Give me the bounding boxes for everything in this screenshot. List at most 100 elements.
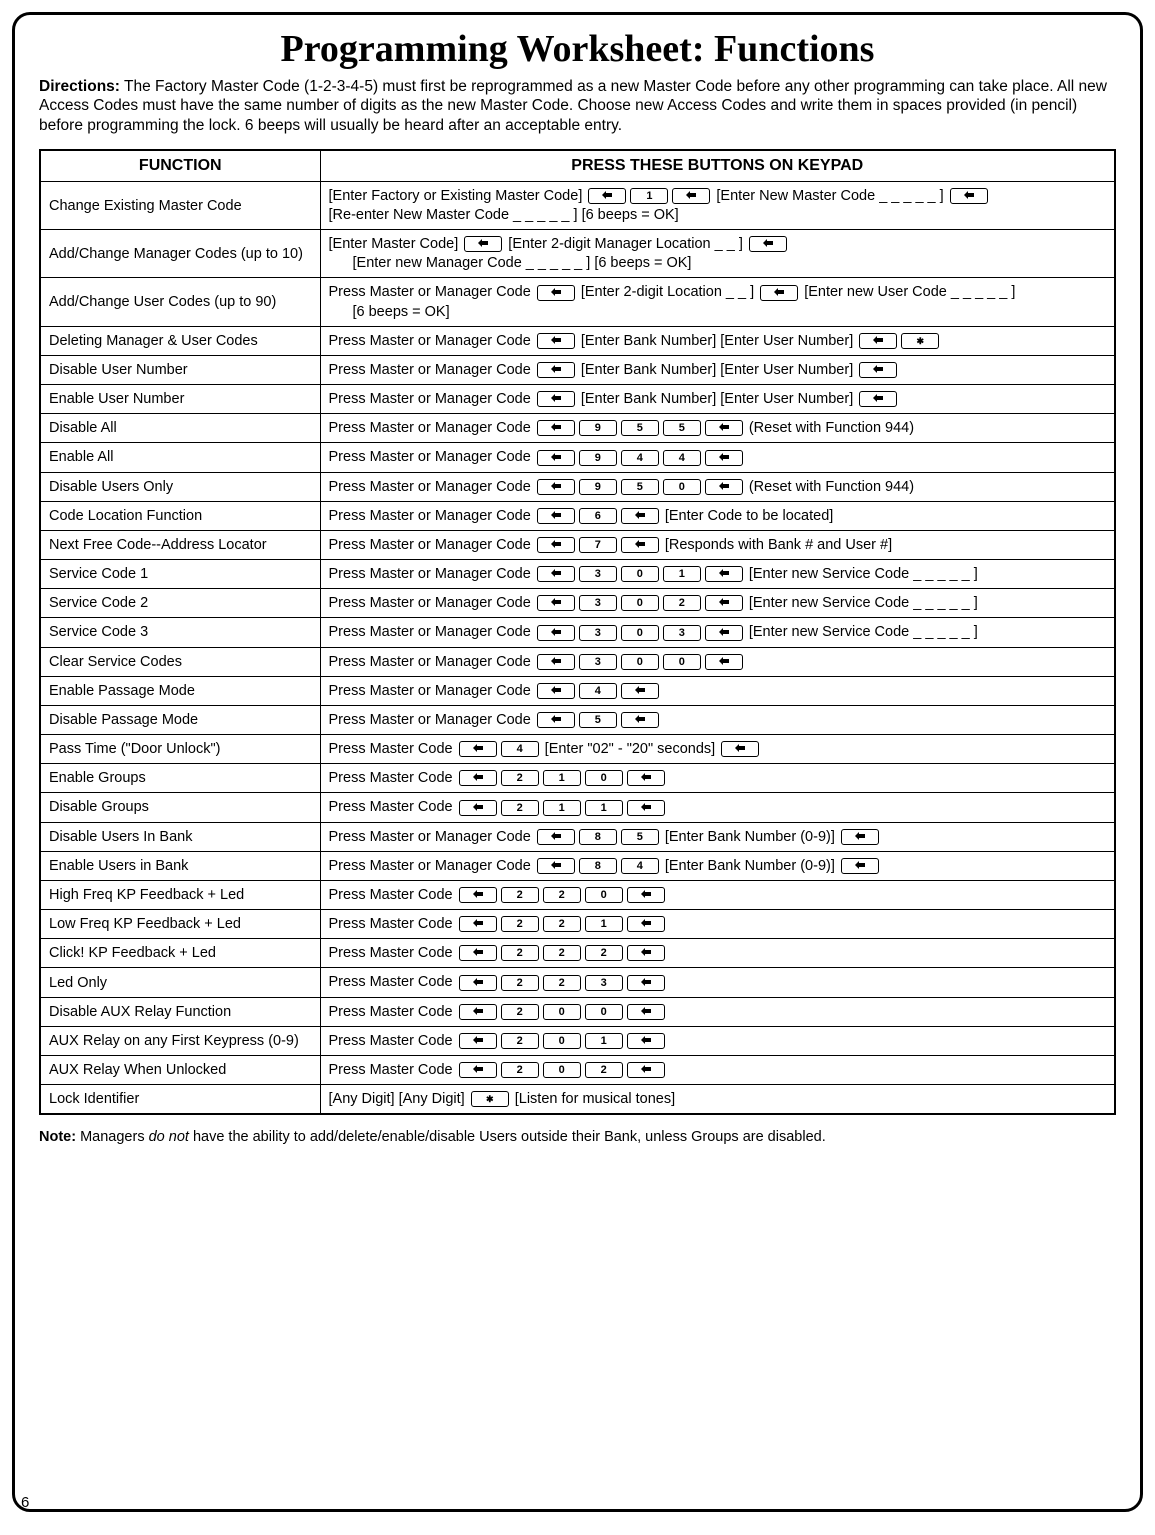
table-row: AUX Relay on any First Keypress (0-9)Pre… — [40, 1026, 1115, 1055]
sequence-text: [Enter Bank Number] [Enter User Number] — [577, 362, 857, 378]
function-name: Disable User Number — [40, 355, 320, 384]
keypad-button: 2 — [501, 975, 539, 991]
sequence-text: [Enter Bank Number (0-9)] — [661, 829, 839, 845]
keypad-button: 0 — [543, 1062, 581, 1078]
function-name: Disable Groups — [40, 793, 320, 822]
keypad-button — [621, 537, 659, 553]
keypad-button: 3 — [579, 595, 617, 611]
keypad-button: 0 — [585, 887, 623, 903]
function-name: Service Code 2 — [40, 589, 320, 618]
sequence-text: [Enter Bank Number] [Enter User Number] — [577, 391, 857, 407]
table-row: Disable Users In BankPress Master or Man… — [40, 822, 1115, 851]
keypad-button: 3 — [579, 566, 617, 582]
keypad-button — [705, 595, 743, 611]
table-row: Disable AUX Relay FunctionPress Master C… — [40, 997, 1115, 1026]
sequence-text: [Enter Master Code] — [329, 236, 463, 252]
keypad-button — [950, 188, 988, 204]
sequence-text: Press Master or Manager Code — [329, 858, 535, 874]
sequence-text: Press Master or Manager Code — [329, 566, 535, 582]
keypad-button: 2 — [543, 945, 581, 961]
keypad-button: 1 — [663, 566, 701, 582]
button-sequence: Press Master or Manager Code 944 — [320, 443, 1115, 472]
sequence-text: [Responds with Bank # and User #] — [661, 537, 892, 553]
keypad-button — [459, 975, 497, 991]
button-sequence: Press Master Code 201 — [320, 1026, 1115, 1055]
button-sequence: Press Master or Manager Code 5 — [320, 705, 1115, 734]
keypad-button — [672, 188, 710, 204]
note-text-1: Managers — [76, 1129, 149, 1145]
sequence-text: [Enter new Manager Code _ _ _ _ _ ] [6 b… — [353, 255, 692, 271]
keypad-button — [721, 741, 759, 757]
keypad-button: 5 — [621, 479, 659, 495]
keypad-button: 4 — [621, 858, 659, 874]
keypad-button: 3 — [579, 654, 617, 670]
button-sequence: Press Master or Manager Code [Enter Bank… — [320, 384, 1115, 413]
keypad-button: 0 — [621, 654, 659, 670]
keypad-button — [537, 625, 575, 641]
table-row: Pass Time ("Door Unlock")Press Master Co… — [40, 735, 1115, 764]
keypad-button: 1 — [630, 188, 668, 204]
keypad-button — [749, 236, 787, 252]
table-row: Enable AllPress Master or Manager Code 9… — [40, 443, 1115, 472]
sequence-text: Press Master or Manager Code — [329, 624, 535, 640]
button-sequence: Press Master or Manager Code 4 — [320, 676, 1115, 705]
button-sequence: [Enter Master Code] [Enter 2-digit Manag… — [320, 230, 1115, 278]
keypad-button — [537, 654, 575, 670]
keypad-button — [459, 770, 497, 786]
button-sequence: [Any Digit] [Any Digit] ✱ [Listen for mu… — [320, 1085, 1115, 1115]
function-name: Disable Passage Mode — [40, 705, 320, 734]
keypad-button — [627, 945, 665, 961]
function-name: Lock Identifier — [40, 1085, 320, 1115]
keypad-button — [627, 1004, 665, 1020]
sequence-text: [Enter new Service Code _ _ _ _ _ ] — [745, 595, 978, 611]
sequence-text: Press Master Code — [329, 887, 457, 903]
function-name: Pass Time ("Door Unlock") — [40, 735, 320, 764]
sequence-text: Press Master Code — [329, 1033, 457, 1049]
table-header-row: FUNCTION PRESS THESE BUTTONS ON KEYPAD — [40, 150, 1115, 182]
keypad-button: 2 — [501, 945, 539, 961]
sequence-text: Press Master or Manager Code — [329, 712, 535, 728]
table-row: Code Location FunctionPress Master or Ma… — [40, 501, 1115, 530]
keypad-button: 5 — [663, 420, 701, 436]
table-row: Led OnlyPress Master Code 223 — [40, 968, 1115, 997]
button-sequence: Press Master or Manager Code 955 (Reset … — [320, 414, 1115, 443]
function-name: Disable All — [40, 414, 320, 443]
keypad-button: 7 — [579, 537, 617, 553]
functions-table: FUNCTION PRESS THESE BUTTONS ON KEYPAD C… — [39, 149, 1116, 1115]
table-row: Next Free Code--Address LocatorPress Mas… — [40, 530, 1115, 559]
keypad-button — [621, 712, 659, 728]
keypad-button — [705, 625, 743, 641]
keypad-button — [627, 916, 665, 932]
keypad-button — [459, 800, 497, 816]
function-name: Click! KP Feedback + Led — [40, 939, 320, 968]
note: Note: Managers do not have the ability t… — [39, 1129, 1116, 1145]
keypad-button: 2 — [543, 975, 581, 991]
table-row: Service Code 2Press Master or Manager Co… — [40, 589, 1115, 618]
keypad-button — [588, 188, 626, 204]
note-italic: do not — [149, 1129, 189, 1145]
keypad-button: 8 — [579, 829, 617, 845]
keypad-button — [537, 683, 575, 699]
keypad-button: 1 — [543, 770, 581, 786]
table-row: Deleting Manager & User CodesPress Maste… — [40, 326, 1115, 355]
sequence-text: (Reset with Function 944) — [745, 420, 914, 436]
keypad-button: 1 — [585, 800, 623, 816]
function-name: AUX Relay on any First Keypress (0-9) — [40, 1026, 320, 1055]
button-sequence: Press Master or Manager Code 301 [Enter … — [320, 560, 1115, 589]
keypad-button — [464, 236, 502, 252]
keypad-button — [537, 362, 575, 378]
keypad-button — [841, 829, 879, 845]
keypad-button — [537, 858, 575, 874]
keypad-button: 0 — [663, 654, 701, 670]
function-name: Deleting Manager & User Codes — [40, 326, 320, 355]
function-name: Enable Users in Bank — [40, 851, 320, 880]
sequence-text: [Enter Factory or Existing Master Code] — [329, 188, 587, 204]
sequence-text: [Enter Bank Number (0-9)] — [661, 858, 839, 874]
sequence-text: [Any Digit] [Any Digit] — [329, 1091, 469, 1107]
function-name: AUX Relay When Unlocked — [40, 1055, 320, 1084]
keypad-button — [627, 887, 665, 903]
keypad-button: 2 — [501, 1062, 539, 1078]
keypad-button: 8 — [579, 858, 617, 874]
keypad-button: 0 — [621, 595, 659, 611]
function-name: Enable Groups — [40, 764, 320, 793]
